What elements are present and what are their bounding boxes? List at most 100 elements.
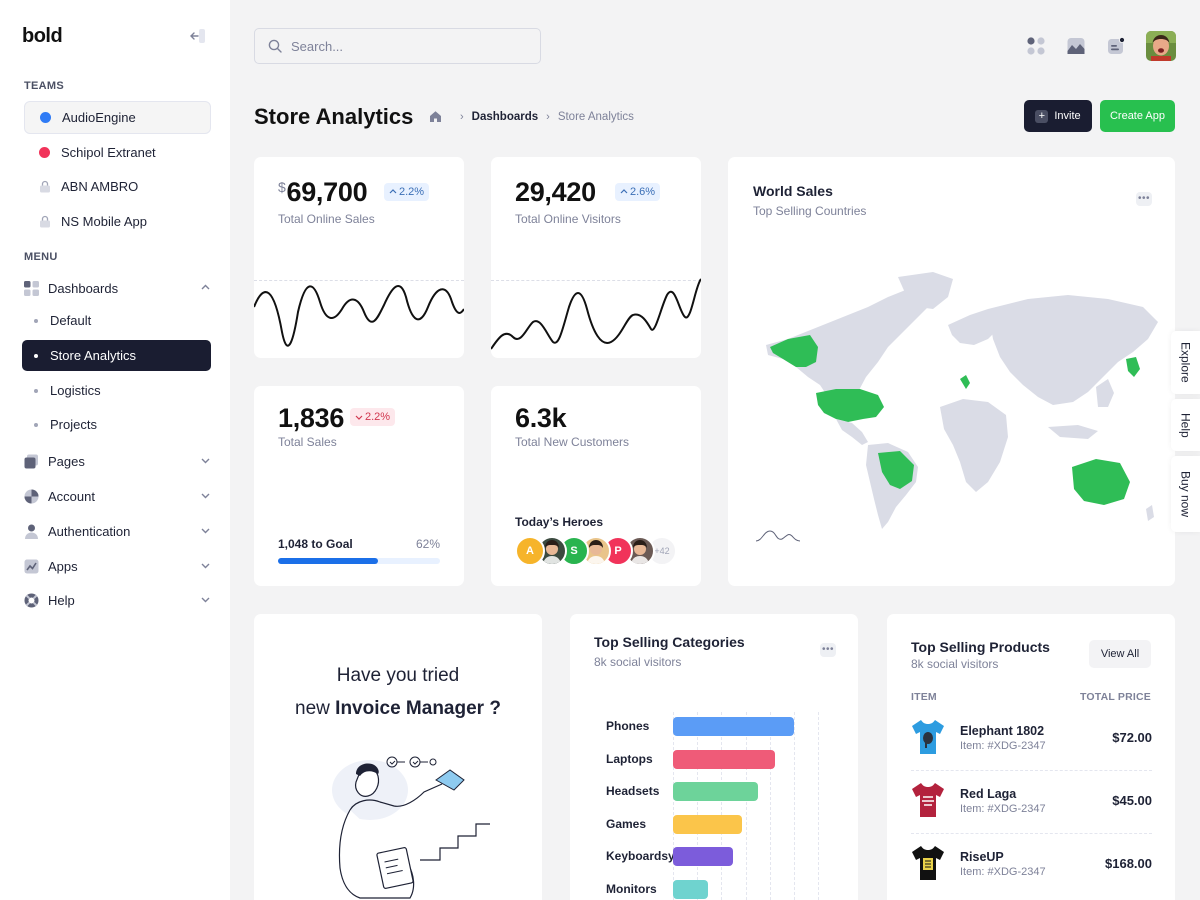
world-map[interactable] bbox=[748, 267, 1168, 537]
table-row[interactable]: Elephant 1802 Item: #XDG-2347 $72.00 bbox=[911, 708, 1152, 771]
chart-baseline bbox=[254, 280, 464, 281]
menu-help[interactable]: Help bbox=[24, 587, 214, 613]
product-code: Item: #XDG-2347 bbox=[960, 803, 1046, 815]
buy-now-tab[interactable]: Buy now bbox=[1171, 456, 1200, 532]
total-sales-value: 1,836 bbox=[278, 403, 345, 433]
promo-line-2: new Invoice Manager ? bbox=[254, 698, 542, 720]
category-bar[interactable] bbox=[673, 782, 759, 801]
arrow-up-icon bbox=[389, 189, 397, 194]
category-label: Laptops bbox=[606, 751, 653, 766]
home-icon[interactable] bbox=[429, 110, 442, 123]
menu-account[interactable]: Account bbox=[24, 483, 214, 509]
lifebuoy-icon bbox=[24, 593, 39, 607]
team-dot-icon bbox=[39, 147, 50, 158]
categories-subtitle: 8k social visitors bbox=[594, 655, 682, 669]
product-name[interactable]: RiseUP bbox=[960, 850, 1004, 864]
invoice-illustration bbox=[332, 756, 490, 899]
world-sales-title: World Sales bbox=[753, 183, 833, 199]
user-avatar[interactable] bbox=[1146, 31, 1176, 61]
hero-avatar-initial[interactable]: P bbox=[603, 536, 633, 566]
team-abn-ambro[interactable]: ABN AMBRO bbox=[24, 170, 211, 203]
category-bar[interactable] bbox=[673, 749, 776, 769]
team-ns-mobile-app[interactable]: NS Mobile App bbox=[24, 205, 211, 238]
breadcrumb-separator-icon: › bbox=[460, 110, 464, 123]
change-value: 2.2% bbox=[399, 186, 425, 198]
world-sales-card: World Sales Top Selling Countries ••• bbox=[728, 157, 1175, 586]
total-sales-card: 1,836 2.2% Total Sales 1,048 to Goal 62% bbox=[254, 386, 464, 586]
category-bar[interactable] bbox=[673, 847, 734, 866]
search-input[interactable] bbox=[291, 38, 511, 54]
breadcrumb: › Dashboards › Store Analytics bbox=[429, 110, 634, 123]
bullet-icon bbox=[34, 388, 38, 393]
breadcrumb-dashboards[interactable]: Dashboards bbox=[471, 110, 539, 123]
dashboard-grid-icon bbox=[24, 280, 39, 296]
invite-button[interactable]: + Invite bbox=[1024, 100, 1092, 132]
tshirt-elephant-icon bbox=[912, 720, 944, 754]
logo[interactable]: bold bbox=[22, 25, 63, 47]
product-price: $72.00 bbox=[1112, 730, 1152, 745]
menu-label-text: Authentication bbox=[48, 523, 131, 539]
menu-label-text: Dashboards bbox=[48, 280, 119, 296]
change-badge-up: 2.2% bbox=[384, 183, 430, 201]
view-all-button[interactable]: View All bbox=[1089, 640, 1151, 668]
category-label: Phones bbox=[606, 719, 650, 733]
product-name[interactable]: Red Laga bbox=[960, 787, 1017, 801]
more-options-icon[interactable]: ••• bbox=[820, 643, 836, 657]
category-bar[interactable] bbox=[673, 814, 743, 834]
explore-tab[interactable]: Explore bbox=[1171, 331, 1200, 394]
change-value: 2.2% bbox=[365, 411, 391, 423]
collapse-sidebar-icon[interactable] bbox=[190, 28, 206, 44]
team-schipol-extranet[interactable]: Schipol Extranet bbox=[24, 136, 211, 169]
new-customers-value: 6.3k bbox=[515, 403, 567, 433]
explore-tab-label: Explore bbox=[1178, 342, 1193, 383]
submenu-default[interactable]: Default bbox=[22, 305, 211, 336]
menu-pages[interactable]: Pages bbox=[24, 448, 214, 474]
invite-label: Invite bbox=[1054, 110, 1081, 122]
submenu-label: Default bbox=[50, 313, 92, 328]
hero-avatar-initial[interactable]: A bbox=[515, 536, 545, 566]
pages-icon bbox=[24, 454, 38, 468]
change-badge-up: 2.6% bbox=[615, 183, 661, 201]
products-title: Top Selling Products bbox=[911, 639, 1050, 655]
menu-label: MENU bbox=[24, 251, 58, 263]
submenu-projects[interactable]: Projects bbox=[22, 409, 211, 440]
table-row[interactable]: RiseUP Item: #XDG-2347 $168.00 bbox=[911, 834, 1152, 897]
menu-label-text: Apps bbox=[48, 558, 78, 574]
product-name[interactable]: Elephant 1802 bbox=[960, 724, 1045, 738]
more-options-icon[interactable]: ••• bbox=[1136, 192, 1152, 206]
team-audioengine[interactable]: AudioEngine bbox=[24, 101, 211, 134]
table-row[interactable]: Red Laga Item: #XDG-2347 $45.00 bbox=[911, 771, 1152, 834]
category-bar[interactable] bbox=[673, 879, 708, 899]
tshirt-red-icon bbox=[912, 783, 944, 817]
category-label: Games bbox=[606, 816, 647, 831]
hero-avatar-photo[interactable] bbox=[625, 536, 655, 566]
apps-icon bbox=[24, 559, 39, 573]
world-sales-subtitle: Top Selling Countries bbox=[753, 204, 867, 218]
search-box[interactable] bbox=[254, 28, 541, 64]
category-bar[interactable] bbox=[673, 717, 794, 736]
chart-gridline bbox=[769, 712, 771, 900]
total-sales-label: Total Sales bbox=[278, 435, 337, 449]
new-customers-card: 6.3k Total New Customers Today’s Heroes … bbox=[491, 386, 701, 586]
menu-label-text: Help bbox=[48, 592, 75, 608]
online-sales-sparkline bbox=[254, 284, 464, 347]
chart-icon[interactable] bbox=[1066, 36, 1086, 56]
change-value: 2.6% bbox=[630, 186, 656, 198]
menu-authentication[interactable]: Authentication bbox=[24, 518, 214, 544]
menu-dashboards[interactable]: Dashboards bbox=[24, 275, 214, 301]
help-tab[interactable]: Help bbox=[1171, 399, 1200, 451]
notification-icon[interactable] bbox=[1106, 36, 1126, 56]
buy-now-tab-label: Buy now bbox=[1178, 470, 1193, 518]
submenu-label: Logistics bbox=[50, 383, 101, 398]
submenu-store-analytics[interactable]: Store Analytics bbox=[22, 340, 211, 371]
grid-icon[interactable] bbox=[1026, 36, 1046, 56]
menu-apps[interactable]: Apps bbox=[24, 553, 214, 579]
avatar-photo-icon bbox=[1146, 31, 1176, 61]
menu-label-text: Account bbox=[48, 488, 95, 504]
promo-line-1: Have you tried bbox=[336, 665, 460, 686]
team-label: AudioEngine bbox=[62, 110, 136, 125]
submenu-logistics[interactable]: Logistics bbox=[22, 375, 211, 406]
create-app-button[interactable]: Create App bbox=[1100, 100, 1175, 132]
invoice-promo-card: Have you tried new Invoice Manager ? bbox=[254, 614, 542, 900]
online-visitors-card: 29,420 2.6% Total Online Visitors bbox=[491, 157, 701, 358]
